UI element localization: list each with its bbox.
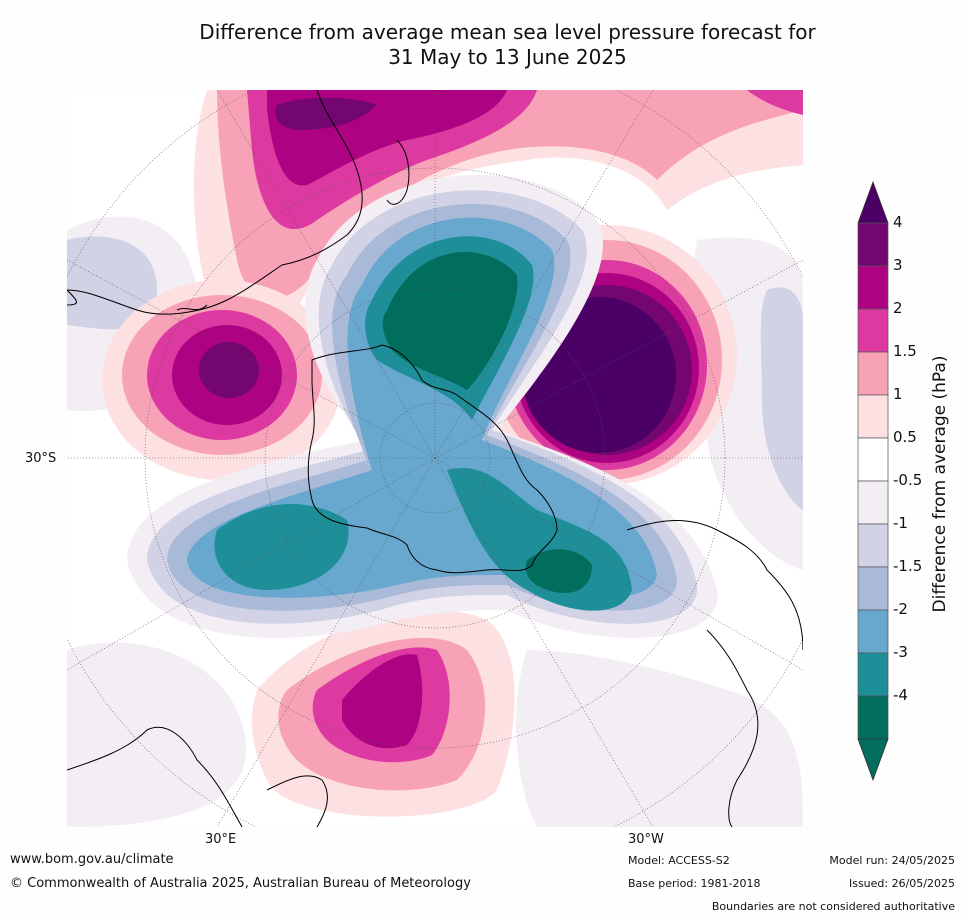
footer-model: Model: ACCESS-S2	[628, 854, 730, 867]
footer-website[interactable]: www.bom.gov.au/climate	[10, 852, 174, 867]
colorbar-bin	[857, 609, 889, 654]
colorbar-bin	[857, 394, 889, 439]
label-lat-30s: 30°S	[25, 451, 57, 466]
footer-copyright: © Commonwealth of Australia 2025, Austra…	[10, 876, 471, 891]
colorbar-tick-label: -3	[893, 643, 908, 661]
high-pressure-bottom	[251, 609, 515, 817]
label-lon-30e: 30°E	[205, 832, 237, 847]
colorbar-bin	[857, 437, 889, 482]
footer-disclaimer: Boundaries are not considered authoritat…	[711, 900, 955, 913]
colorbar-tick-label: 2	[893, 299, 903, 317]
title-line-2: 31 May to 13 June 2025	[388, 45, 627, 69]
colorbar: 4 3 2 1.5 1 0.5 -0.5 -1 -1.5 -2 -3 -4	[855, 180, 965, 790]
title-line-1: Difference from average mean sea level p…	[199, 20, 816, 44]
graticule	[67, 90, 803, 827]
colorbar-tick-label: 0.5	[893, 428, 917, 446]
footer-base-period: Base period: 1981-2018	[628, 877, 761, 890]
colorbar-title: Difference from average (hPa)	[930, 355, 950, 613]
colorbar-bin	[857, 308, 889, 353]
colorbar-top-arrow	[857, 180, 889, 224]
low-pressure-antarctic	[127, 174, 718, 638]
high-pressure-left	[102, 280, 342, 480]
colorbar-bin	[857, 652, 889, 697]
coastlines	[67, 90, 803, 827]
label-lon-30w: 30°W	[628, 832, 664, 847]
map-svg	[67, 90, 803, 827]
colorbar-tick-label: -1	[893, 514, 908, 532]
colorbar-svg	[857, 180, 889, 782]
colorbar-bin	[857, 695, 889, 740]
colorbar-tick-label: -1.5	[893, 557, 923, 575]
colorbar-bin	[857, 566, 889, 611]
colorbar-bin	[857, 265, 889, 310]
pressure-anomaly-map	[67, 90, 803, 827]
colorbar-tick-label: -4	[893, 686, 908, 704]
colorbar-bin	[857, 351, 889, 396]
map-title: Difference from average mean sea level p…	[0, 20, 965, 70]
colorbar-tick-label: 3	[893, 256, 903, 274]
footer-issued: Issued: 26/05/2025	[848, 877, 955, 890]
high-pressure-top	[193, 90, 803, 332]
colorbar-bin	[857, 480, 889, 525]
colorbar-bin	[857, 222, 889, 267]
colorbar-tick-label: 1	[893, 385, 903, 403]
colorbar-tick-label: -2	[893, 600, 908, 618]
colorbar-tick-label: 4	[893, 213, 903, 231]
colorbar-bin	[857, 523, 889, 568]
colorbar-tick-label: 1.5	[893, 342, 917, 360]
colorbar-bottom-arrow	[857, 738, 889, 782]
colorbar-tick-label: -0.5	[893, 471, 923, 489]
footer-model-run: Model run: 24/05/2025	[829, 854, 955, 867]
